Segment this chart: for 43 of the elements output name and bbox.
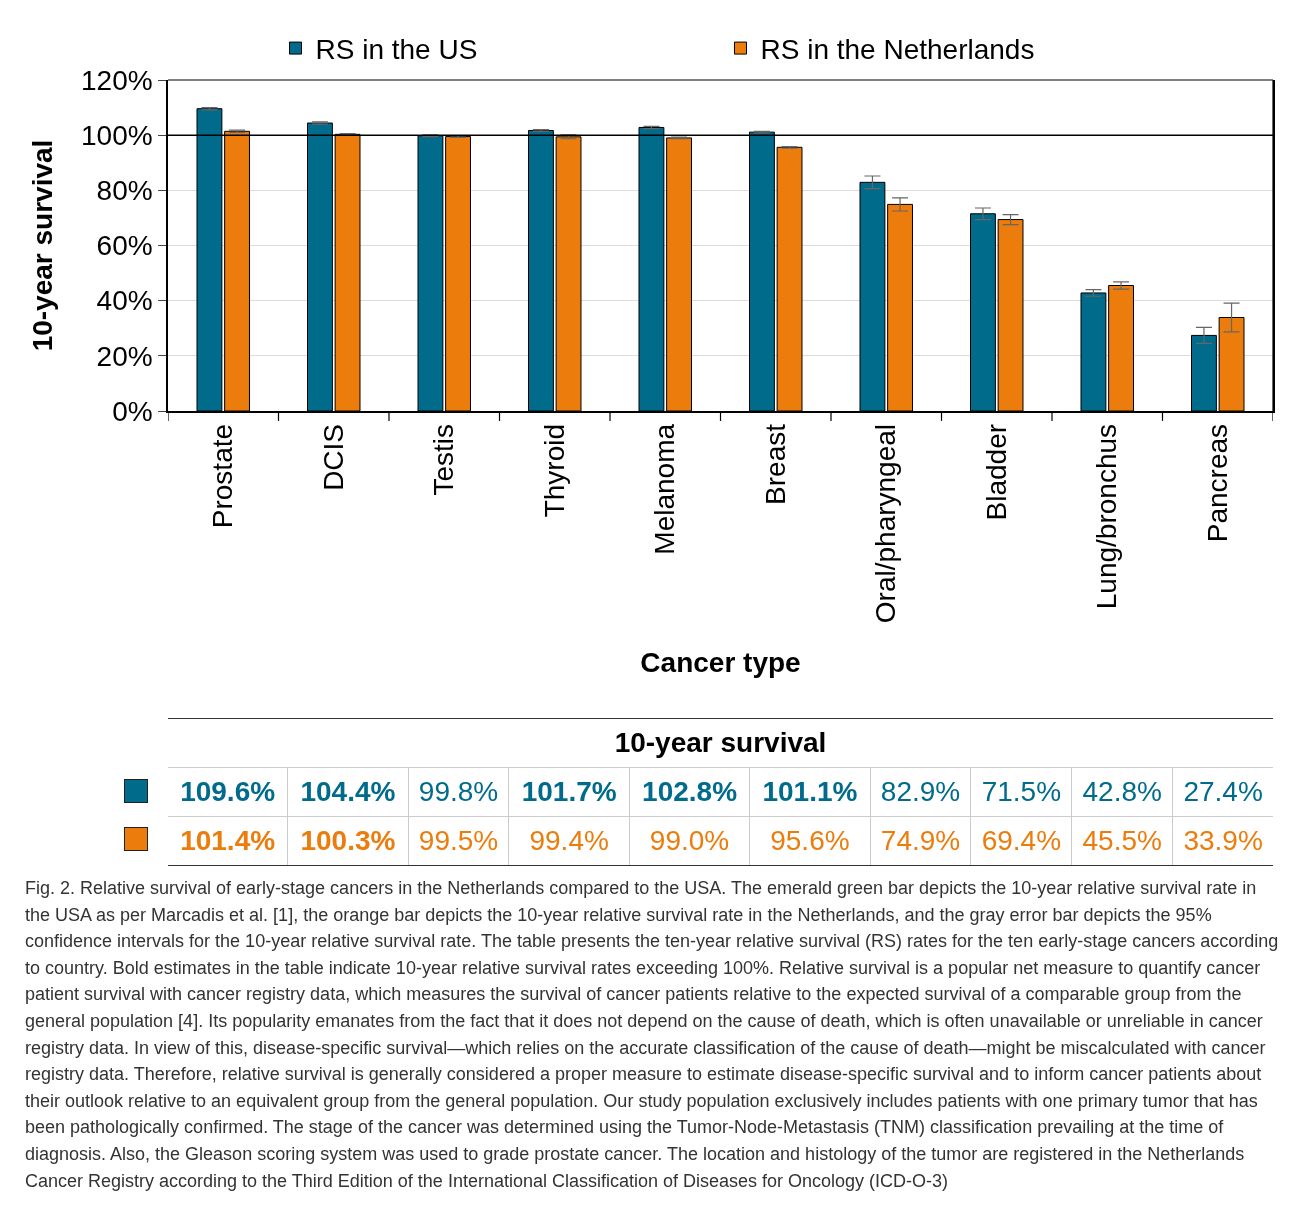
y-tick-label: 120% [81,64,153,96]
x-tick-label: Bladder [980,423,1012,521]
legend-label: RS in the US [315,34,478,65]
data-label: 99.8% [408,767,509,817]
data-label: 42.8% [1071,767,1173,817]
data-label: 101.1% [749,767,871,817]
x-tick-label: Testis [428,423,460,496]
y-tick-label: 60% [96,230,153,262]
data-label: 101.4% [168,816,288,866]
data-label: 104.4% [287,767,409,817]
data-label: 45.5% [1071,816,1173,866]
data-label: 82.9% [870,767,971,817]
x-tick-label: Prostate [207,423,239,529]
data-label: 33.9% [1172,816,1273,866]
data-label: 99.5% [408,816,509,866]
x-tick-label: Thyroid [538,423,570,518]
x-axis-title: Cancer type [640,646,801,678]
data-label: 99.0% [629,816,750,866]
x-tick-label: Oral/pharyngeal [870,423,902,624]
data-label: 74.9% [870,816,971,866]
data-label: 95.6% [749,816,871,866]
y-tick-label: 20% [96,340,153,372]
text: 10-year survival [168,718,1273,768]
data-label: 101.7% [508,767,630,817]
y-tick-label: 80% [96,175,153,207]
x-tick-label: Pancreas [1201,423,1233,543]
x-tick-label: Lung/bronchus [1091,423,1123,610]
data-label: 71.5% [970,767,1072,817]
x-tick-label: Melanoma [649,423,681,555]
y-axis-title: 10-year survival [27,139,59,352]
data-label: 109.6% [168,767,288,817]
data-label: 99.4% [508,816,630,866]
y-tick-label: 100% [81,119,153,151]
data-label: 27.4% [1172,767,1273,817]
legend-label: RS in the Netherlands [760,34,1035,65]
data-label: 100.3% [287,816,409,866]
x-tick-label: Breast [759,423,791,505]
y-tick-label: 0% [112,395,153,427]
data-label: 102.8% [629,767,750,817]
y-tick-label: 40% [96,285,153,317]
text: Fig. 2. Relative survival of early-stage cancers in the Netherlands compared to the USA. The emerald green bar depicts the 10-year relative survival rate in the USA as per Marcadis et al. [1], the orange bar depicts the 10-year relative survival rate in the Netherlands, and the gray error bar depicts the 95% confidence intervals for the 10-year relative survival rate. The table presents the ten-year relative survival (RS) rates for the ten early-stage cancers according to country. Bold estimates in the table indicate 10-year relative survival rates exceeding 100%. Relative survival is a popular net measure to quantify cancer patient survival with cancer registry data, which measures the survival of cancer patients relative to the expected survival of a comparable group from the general population [4]. Its popularity emanates from the fact that it does not depend on the cause of death, which is often unavailable or unreliable in cancer registry data. In view of this, disease-specific survival—which relies on the accurate classification of the cause of death—might be miscalculated with cancer registry data. Therefore, relative survival is generally considered a proper measure to estimate disease-specific survival and to inform cancer patients about their outlook relative to an equivalent group from the general population. Our study population exclusively includes patients with one primary tumor that has been pathologically confirmed. The stage of the cancer was determined using the Tumor-Node-Metastasis (TNM) classification prevailing at the time of diagnosis. Also, the Gleason scoring system was used to grade prostate cancer. The location and histology of the tumor are registered in the Netherlands Cancer Registry according to the Third Edition of the International Classification of Diseases for Oncology (ICD-O-3) [25,878,1279,1191]
x-tick-label: DCIS [317,423,349,491]
data-label: 69.4% [970,816,1072,866]
